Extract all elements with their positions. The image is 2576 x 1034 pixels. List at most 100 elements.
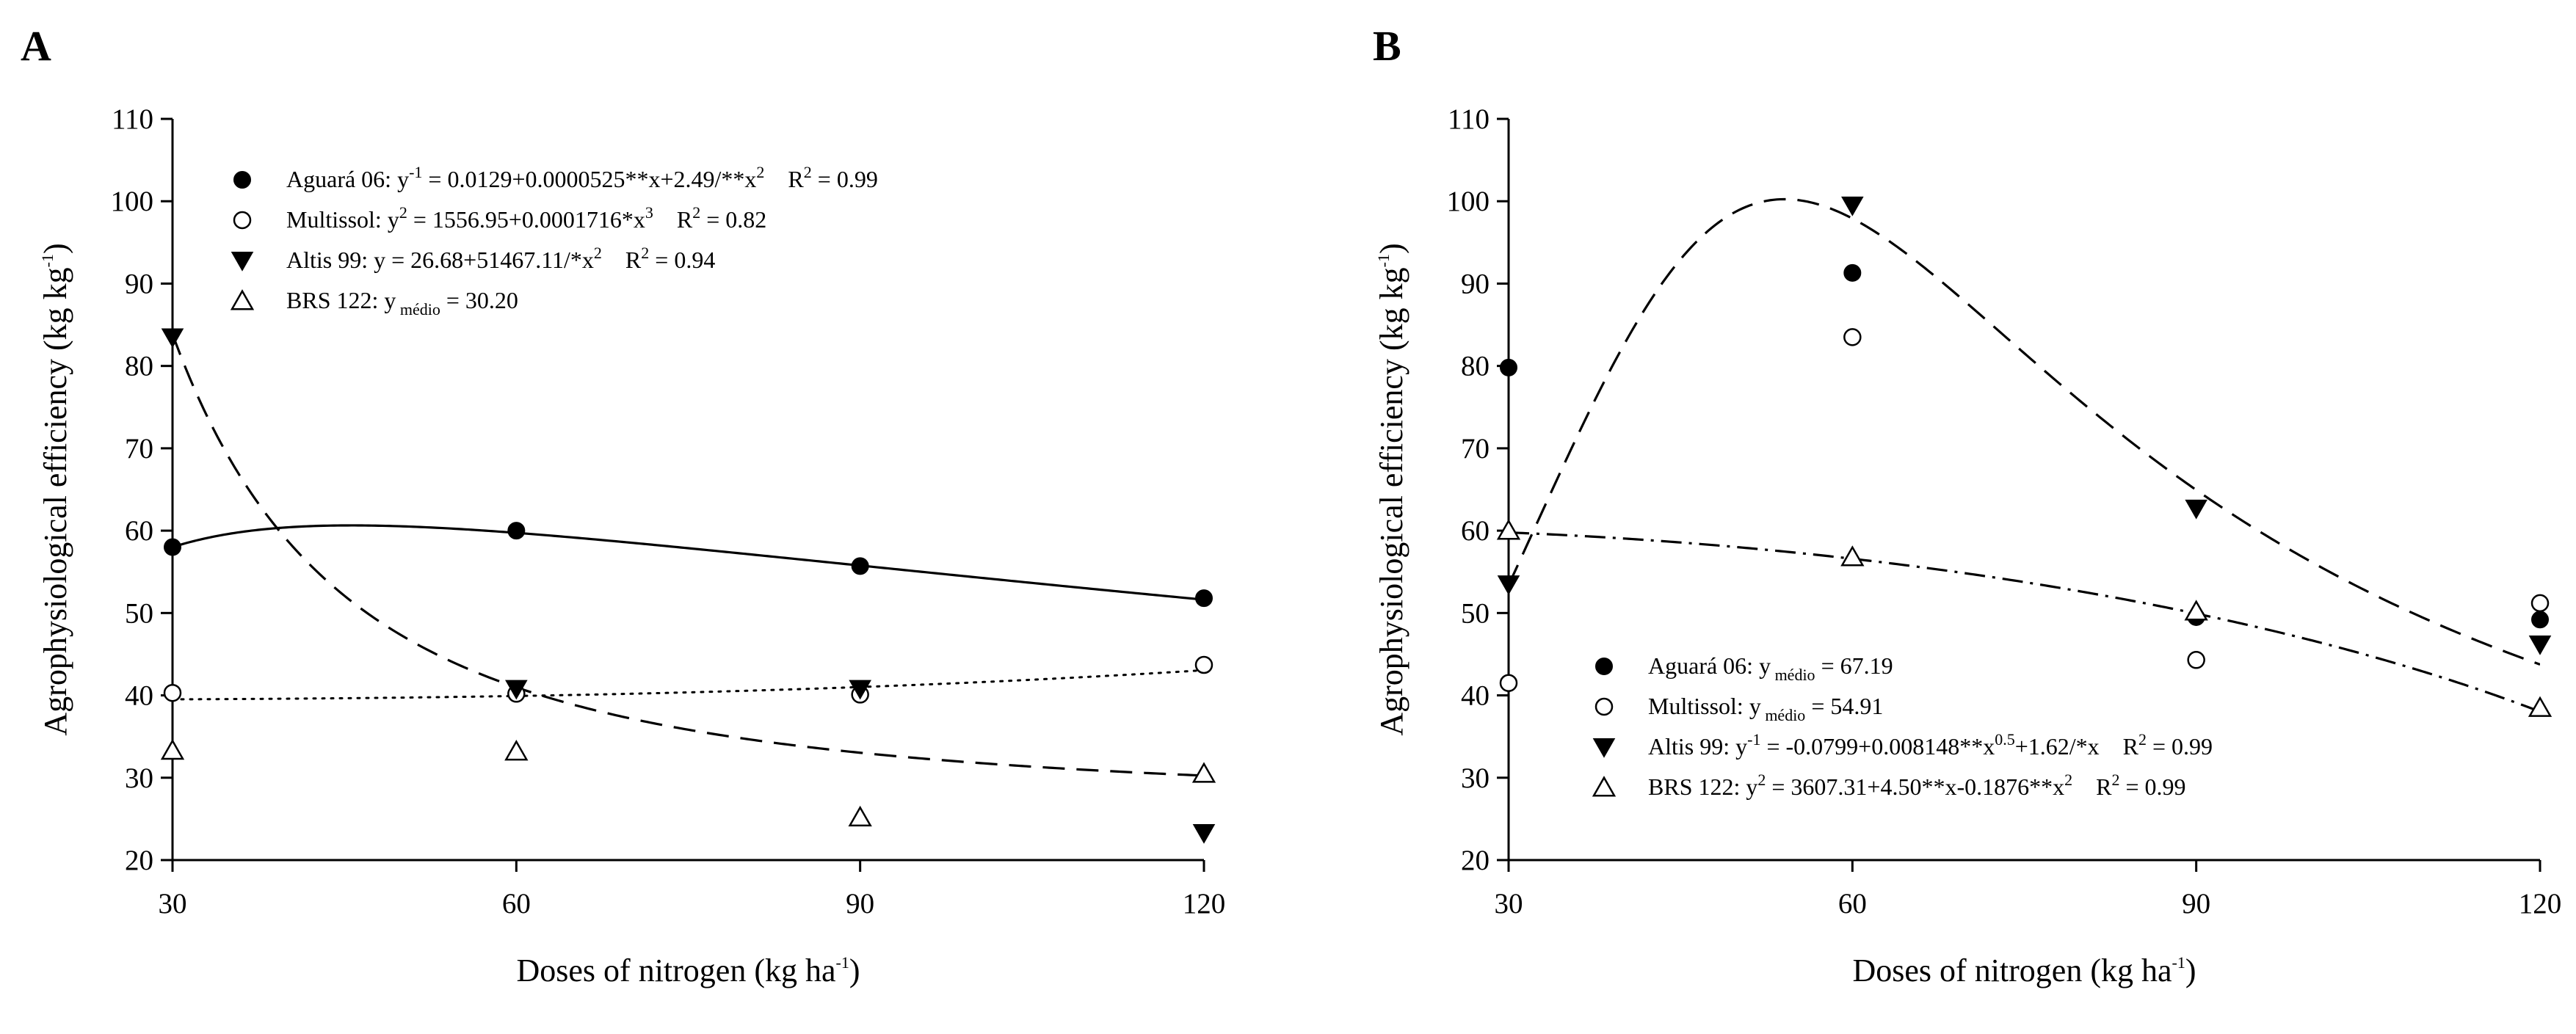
legend-text-part: 2 [804, 163, 812, 181]
data-point-altis-99 [849, 680, 871, 700]
legend-text-part: = 0.99 [2147, 733, 2213, 760]
data-point-brs-122 [2528, 696, 2553, 717]
x-axis-title-sup: -1 [2172, 953, 2185, 972]
legend-text-part: 2 [2064, 771, 2072, 789]
y-axis-title: Agrophysiological efficiency (kg kg-1) [37, 243, 73, 735]
legend-marker-altis-99 [1592, 738, 1616, 758]
y-tick-label: 80 [125, 351, 153, 382]
data-point-altis-99 [2185, 499, 2207, 520]
data-point-altis-99 [1497, 575, 1520, 595]
legend-text-part: +1.62/*x R [2015, 733, 2139, 760]
y-tick-label: 100 [111, 186, 154, 217]
legend-entry-brs-122: BRS 122: y médio = 30.20 [286, 287, 518, 318]
y-tick-label: 90 [1461, 268, 1490, 299]
legend-text-part: = 30.20 [440, 287, 518, 313]
legend-text-part: = 0.99 [812, 166, 878, 192]
legend-text-part: Altis 99: y [1648, 733, 1747, 760]
data-point-brs-122 [2184, 600, 2208, 621]
y-tick-label: 50 [1461, 597, 1490, 629]
x-axis-title: Doses of nitrogen (kg ha-1) [1853, 953, 2196, 989]
fit-curve-brs-122 [1509, 531, 2540, 713]
legend-text-part: 0.5 [1995, 730, 2015, 749]
legend-entry-multissol: Multissol: y2 = 1556.95+0.0001716*x3 R2 … [286, 203, 766, 233]
legend-text-part: R [653, 206, 693, 233]
legend-text-part: -1 [409, 163, 422, 181]
data-point-aguar-06 [851, 557, 869, 575]
y-tick-label: 110 [112, 103, 153, 135]
y-tick-label: 20 [125, 845, 153, 876]
data-point-multissol [1499, 674, 1518, 692]
x-tick-label: 120 [1183, 888, 1226, 920]
data-point-aguar-06 [1843, 263, 1862, 282]
y-tick-label: 110 [1448, 103, 1490, 135]
data-point-multissol [2187, 651, 2205, 669]
legend-text-part: = 0.99 [2119, 773, 2185, 800]
legend-text-part: Altis 99: y = 26.68+51467.11/*x [286, 247, 594, 273]
panel-letter: B [1373, 22, 1401, 70]
x-axis-title-sup: -1 [836, 953, 849, 972]
legend-text-part: = 67.19 [1815, 652, 1893, 679]
legend-text-part: = 0.0129+0.0000525**x+2.49/**x [422, 166, 756, 192]
y-tick-label: 30 [125, 762, 153, 794]
x-tick-label: 60 [1838, 888, 1867, 920]
fit-curve-altis-99 [1509, 197, 2540, 666]
data-point-aguar-06 [164, 538, 181, 556]
legend-text-part: = 0.82 [700, 206, 766, 233]
data-point-brs-122 [848, 805, 872, 827]
data-point-altis-99 [1192, 824, 1216, 844]
legend-text-part: Aguará 06: y [1648, 652, 1771, 679]
y-tick-label: 40 [125, 680, 153, 712]
legend-text-part: 3 [645, 203, 653, 222]
y-axis-title-close: ) [37, 243, 73, 254]
legend-entry-multissol: Multissol: y médio = 54.91 [1648, 693, 1883, 724]
legend-text-part: R [764, 166, 804, 192]
y-tick-label: 50 [125, 597, 153, 629]
legend-text-part: -1 [1747, 730, 1760, 749]
legend-text-part: 2 [692, 203, 700, 222]
y-tick-label: 30 [1461, 762, 1490, 794]
x-tick-label: 120 [2519, 888, 2562, 920]
legend-text-part: = 0.94 [649, 247, 715, 273]
y-axis-title-close: ) [1374, 243, 1409, 254]
data-point-multissol [2530, 594, 2550, 613]
legend-text-part: 2 [641, 244, 649, 262]
y-tick-label: 60 [1461, 515, 1490, 547]
legend-text-part: 2 [2111, 771, 2119, 789]
legend-text-part: R [2072, 773, 2112, 800]
data-point-altis-99 [161, 328, 184, 349]
x-tick-label: 90 [2182, 888, 2210, 920]
x-tick-label: 60 [502, 888, 531, 920]
legend-text-part: 2 [1757, 771, 1766, 789]
legend-text-part: R [602, 247, 642, 273]
y-tick-label: 20 [1461, 845, 1490, 876]
legend-marker-multissol [1594, 697, 1614, 716]
legend-text-part: BRS 122: y [286, 287, 396, 313]
legend-entry-brs-122: BRS 122: y2 = 3607.31+4.50**x-0.1876**x2… [1648, 771, 2186, 800]
legend-text-part: médio [1761, 706, 1806, 724]
data-point-aguar-06 [507, 522, 526, 540]
legend-text-part: BRS 122: y [1648, 773, 1757, 800]
legend-entry-altis-99: Altis 99: y = 26.68+51467.11/*x2 R2 = 0.… [286, 244, 715, 273]
legend-entry-altis-99: Altis 99: y-1 = -0.0799+0.008148**x0.5+1… [1648, 730, 2213, 760]
legend-text-part: Multissol: y [1648, 693, 1761, 719]
legend-text-part: 2 [2138, 730, 2147, 749]
data-point-brs-122 [1496, 519, 1521, 540]
fit-curve-multissol [173, 669, 1204, 701]
legend-text-part: médio [396, 300, 440, 318]
y-tick-label: 90 [125, 268, 153, 299]
data-point-aguar-06 [2531, 611, 2549, 629]
legend-marker-multissol [233, 211, 252, 230]
data-point-brs-122 [1840, 545, 1865, 567]
fit-curve-aguar-06 [173, 524, 1204, 601]
legend-marker-aguar-06 [233, 171, 251, 189]
data-point-altis-99 [2528, 636, 2552, 655]
legend-text-part: médio [1771, 666, 1815, 684]
data-point-altis-99 [505, 680, 528, 700]
y-axis-title-sup: -1 [38, 254, 57, 267]
y-axis-title: Agrophysiological efficiency (kg kg-1) [1374, 243, 1409, 735]
data-point-multissol [163, 683, 182, 702]
y-tick-label: 60 [125, 515, 153, 547]
legend-text-part: = 3607.31+4.50**x-0.1876**x [1766, 773, 2064, 800]
